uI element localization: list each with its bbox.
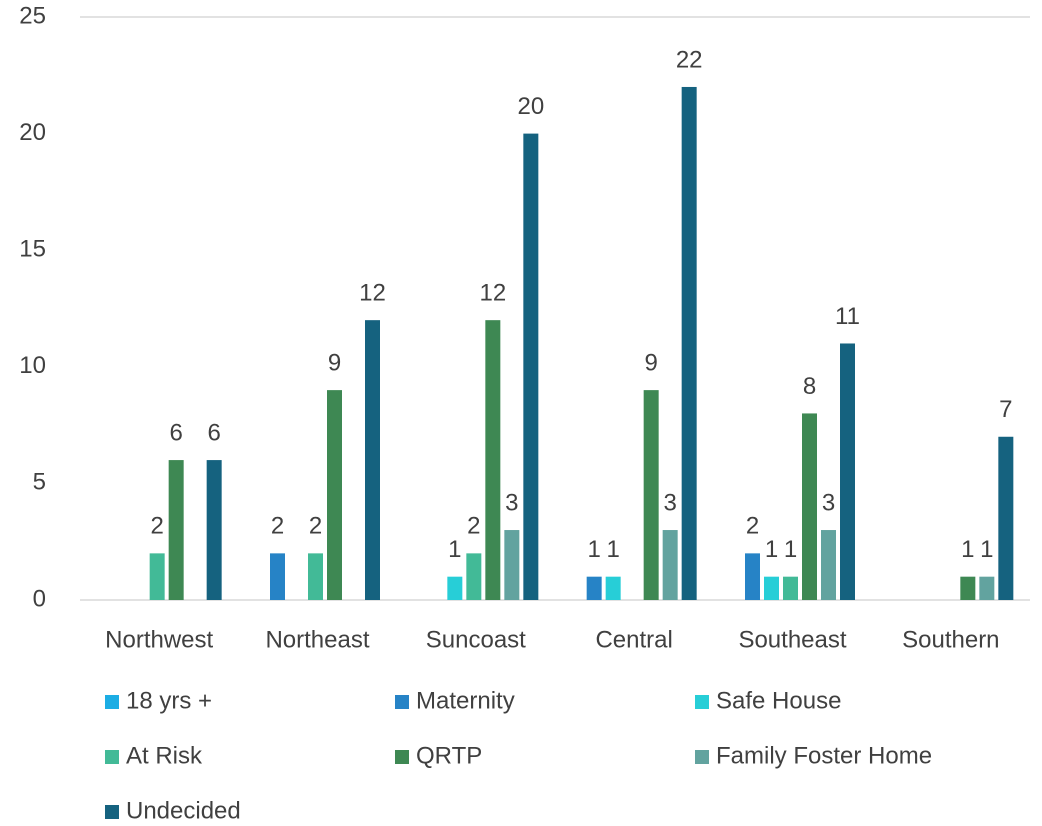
- data-label: 1: [448, 536, 461, 563]
- bar: [327, 390, 342, 600]
- bar: [485, 320, 501, 600]
- x-tick-label: Central: [595, 626, 672, 653]
- bar: [504, 530, 520, 600]
- x-tick-label: Suncoast: [426, 626, 526, 653]
- legend-swatch: [105, 695, 119, 709]
- y-tick-label: 0: [33, 585, 46, 612]
- legend-swatch: [105, 805, 119, 819]
- data-label: 3: [822, 489, 835, 516]
- x-tick-label: Southeast: [738, 626, 846, 653]
- legend-swatch: [395, 750, 409, 764]
- legend-swatch: [695, 695, 709, 709]
- bar: [821, 530, 836, 600]
- data-label: 22: [676, 46, 703, 73]
- data-label: 3: [505, 489, 518, 516]
- legend-label: Undecided: [126, 797, 241, 824]
- data-label: 2: [150, 513, 163, 540]
- y-tick-label: 15: [19, 236, 46, 263]
- bar: [365, 320, 380, 600]
- data-label: 6: [169, 419, 182, 446]
- bar: [586, 576, 602, 600]
- bar: [168, 460, 184, 600]
- legend-swatch: [395, 695, 409, 709]
- x-tick-label: Southern: [902, 626, 999, 653]
- bar: [643, 390, 659, 600]
- data-label: 1: [587, 536, 600, 563]
- legend-label: At Risk: [126, 742, 203, 769]
- data-label: 20: [517, 93, 544, 120]
- bar: [840, 343, 855, 600]
- data-label: 2: [309, 513, 322, 540]
- bar: [270, 553, 285, 600]
- bar: [802, 413, 817, 600]
- data-label: 12: [479, 280, 506, 307]
- data-label: 2: [746, 513, 759, 540]
- legend-label: Maternity: [416, 687, 515, 714]
- bar: [206, 460, 222, 600]
- data-label: 2: [467, 513, 480, 540]
- data-label: 1: [961, 536, 974, 563]
- bar: [745, 553, 760, 600]
- y-tick-label: 20: [19, 119, 46, 146]
- data-label: 7: [999, 396, 1012, 423]
- bar: [308, 553, 323, 600]
- data-label: 8: [803, 373, 816, 400]
- bar: [149, 553, 165, 600]
- data-label: 1: [980, 536, 993, 563]
- x-tick-label: Northwest: [105, 626, 213, 653]
- bar: [523, 133, 539, 600]
- data-label: 6: [207, 419, 220, 446]
- y-tick-label: 25: [19, 2, 46, 29]
- data-label: 9: [644, 349, 657, 376]
- legend-label: Family Foster Home: [716, 742, 932, 769]
- y-tick-label: 5: [33, 469, 46, 496]
- bar: [605, 576, 621, 600]
- data-label: 1: [765, 536, 778, 563]
- bar: [764, 576, 779, 600]
- data-label: 2: [271, 513, 284, 540]
- bar: [783, 576, 798, 600]
- bar: [662, 530, 678, 600]
- legend-label: Safe House: [716, 687, 841, 714]
- legend-label: 18 yrs +: [126, 687, 212, 714]
- data-label: 3: [663, 489, 676, 516]
- data-label: 1: [784, 536, 797, 563]
- bar: [960, 576, 976, 600]
- legend-swatch: [105, 750, 119, 764]
- bar: [681, 86, 697, 600]
- legend-swatch: [695, 750, 709, 764]
- bar: [979, 576, 995, 600]
- data-label: 9: [328, 349, 341, 376]
- data-label: 12: [359, 280, 386, 307]
- bar: [466, 553, 482, 600]
- y-tick-label: 10: [19, 352, 46, 379]
- bar: [998, 436, 1014, 600]
- legend-label: QRTP: [416, 742, 482, 769]
- bar: [447, 576, 463, 600]
- data-label: 11: [835, 303, 860, 330]
- data-label: 1: [606, 536, 619, 563]
- x-tick-label: Northeast: [265, 626, 369, 653]
